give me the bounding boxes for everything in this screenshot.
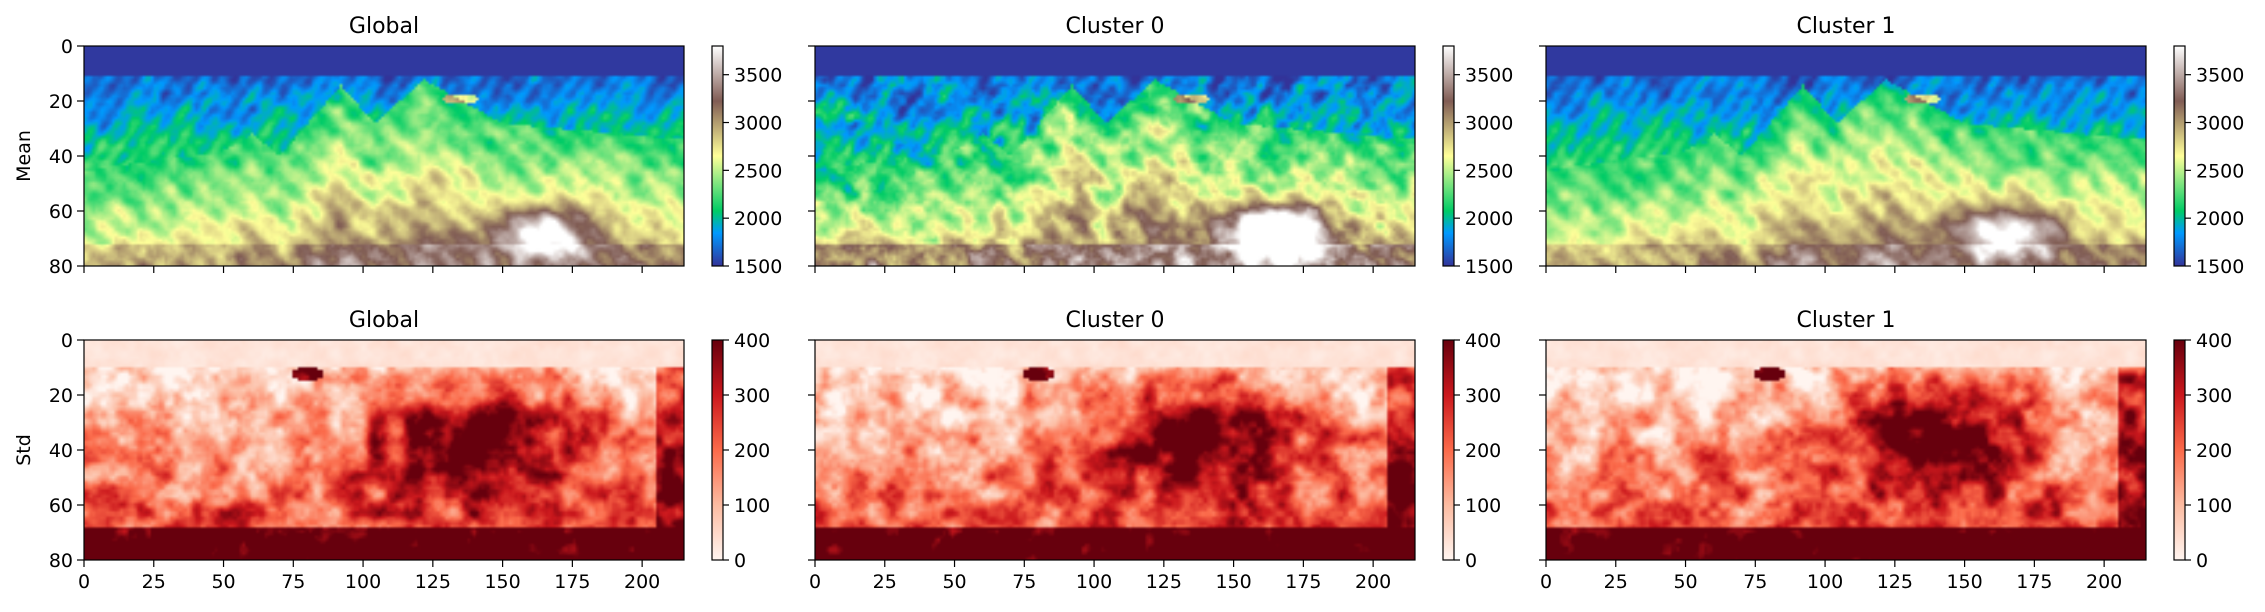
- x-tick-label: 100: [345, 571, 381, 593]
- heatmap-image: [1546, 46, 2146, 266]
- colorbar-tick-label: 400: [734, 330, 770, 352]
- colorbar-tick-label: 100: [734, 495, 770, 517]
- colorbar-tick-label: 3500: [1465, 65, 1513, 87]
- x-tick-label: 200: [2086, 571, 2122, 593]
- colorbar-tick-label: 1500: [734, 256, 782, 278]
- colorbar-tick-label: 200: [1465, 440, 1501, 462]
- colorbar-tick-label: 2000: [734, 208, 782, 230]
- subplot-title: Cluster 0: [1065, 14, 1164, 39]
- x-tick-label: 0: [809, 571, 821, 593]
- colorbar: [711, 45, 724, 267]
- x-tick-label: 50: [942, 571, 966, 593]
- y-tick-label: 20: [49, 91, 73, 113]
- y-axis-label: Mean: [13, 130, 35, 182]
- subplot-title: Cluster 1: [1796, 14, 1895, 39]
- subplot-title: Global: [349, 308, 419, 333]
- colorbar-tick-label: 0: [734, 550, 746, 572]
- heatmap-image: [1546, 340, 2146, 560]
- y-tick-label: 80: [49, 256, 73, 278]
- x-tick-label: 0: [78, 571, 90, 593]
- subplot-title: Global: [349, 14, 419, 39]
- x-tick-label: 150: [484, 571, 520, 593]
- x-tick-label: 200: [1355, 571, 1391, 593]
- subplot-0-1: Cluster 0 1500 2000 2500 3000 3500: [808, 14, 1513, 278]
- subplot-1-2: Cluster 1 0 25 50 75 100 125 150 175 200 0 100 200 30…: [1539, 308, 2232, 593]
- x-tick-label: 25: [873, 571, 897, 593]
- colorbar-tick-label: 400: [2196, 330, 2232, 352]
- colorbar-tick-label: 3000: [1465, 113, 1513, 135]
- x-tick-label: 25: [142, 571, 166, 593]
- colorbar-tick-label: 3000: [734, 113, 782, 135]
- colorbar-tick-label: 200: [2196, 440, 2232, 462]
- x-tick-label: 125: [1877, 571, 1913, 593]
- subplot-0-2: Cluster 1 1500 2000 2500 3000 3500: [1539, 14, 2244, 278]
- y-tick-label: 0: [61, 330, 73, 352]
- x-tick-label: 175: [2016, 571, 2052, 593]
- colorbar-tick-label: 300: [1465, 385, 1501, 407]
- colorbar-tick-label: 200: [734, 440, 770, 462]
- x-tick-label: 200: [624, 571, 660, 593]
- y-tick-label: 0: [61, 36, 73, 58]
- x-tick-label: 100: [1076, 571, 1112, 593]
- colorbar-tick-label: 3500: [2196, 65, 2244, 87]
- heatmap-image: [84, 46, 684, 266]
- y-axis-label: Std: [13, 434, 35, 466]
- heatmap-image: [815, 46, 1415, 266]
- colorbar-tick-label: 3000: [2196, 113, 2244, 135]
- y-tick-label: 20: [49, 385, 73, 407]
- x-tick-label: 175: [1285, 571, 1321, 593]
- y-tick-label: 40: [49, 146, 73, 168]
- x-tick-label: 50: [1673, 571, 1697, 593]
- x-tick-label: 125: [415, 571, 451, 593]
- subplot-title: Cluster 1: [1796, 308, 1895, 333]
- colorbar: [2173, 45, 2186, 267]
- colorbar-tick-label: 300: [734, 385, 770, 407]
- colorbar-tick-label: 100: [1465, 495, 1501, 517]
- colorbar-tick-label: 100: [2196, 495, 2232, 517]
- colorbar-tick-label: 400: [1465, 330, 1501, 352]
- heatmap-image: [815, 340, 1415, 560]
- x-tick-label: 50: [211, 571, 235, 593]
- subplot-0-0: Global 0 20 40 60 80 Mean 1500 2000 2500 3000 3500: [13, 14, 782, 278]
- x-tick-label: 75: [1012, 571, 1036, 593]
- x-tick-label: 150: [1946, 571, 1982, 593]
- x-tick-label: 175: [554, 571, 590, 593]
- x-tick-label: 75: [281, 571, 305, 593]
- subplot-1-1: Cluster 0 0 25 50 75 100 125 150 175 200 0 100 200 30…: [808, 308, 1501, 593]
- colorbar-tick-label: 3500: [734, 65, 782, 87]
- y-tick-label: 40: [49, 440, 73, 462]
- y-tick-label: 60: [49, 495, 73, 517]
- colorbar-tick-label: 0: [2196, 550, 2208, 572]
- colorbar: [711, 339, 724, 561]
- colorbar-tick-label: 2500: [734, 160, 782, 182]
- x-tick-label: 125: [1146, 571, 1182, 593]
- colorbar: [1442, 339, 1455, 561]
- colorbar-tick-label: 1500: [1465, 256, 1513, 278]
- x-tick-label: 75: [1743, 571, 1767, 593]
- y-tick-label: 80: [49, 550, 73, 572]
- x-tick-label: 0: [1540, 571, 1552, 593]
- colorbar-tick-label: 2000: [1465, 208, 1513, 230]
- colorbar-tick-label: 2000: [2196, 208, 2244, 230]
- x-tick-label: 25: [1604, 571, 1628, 593]
- colorbar-tick-label: 0: [1465, 550, 1477, 572]
- colorbar-tick-label: 1500: [2196, 256, 2244, 278]
- subplot-1-0: Global 0 25 50 75 100 125 150 175 200 0 20 40 60 80 Std…: [13, 308, 770, 593]
- subplot-title: Cluster 0: [1065, 308, 1164, 333]
- y-tick-label: 60: [49, 201, 73, 223]
- colorbar: [2173, 339, 2186, 561]
- colorbar-tick-label: 300: [2196, 385, 2232, 407]
- x-tick-label: 100: [1807, 571, 1843, 593]
- x-tick-label: 150: [1215, 571, 1251, 593]
- heatmap-image: [84, 340, 684, 560]
- colorbar-tick-label: 2500: [1465, 160, 1513, 182]
- colorbar: [1442, 45, 1455, 267]
- colorbar-tick-label: 2500: [2196, 160, 2244, 182]
